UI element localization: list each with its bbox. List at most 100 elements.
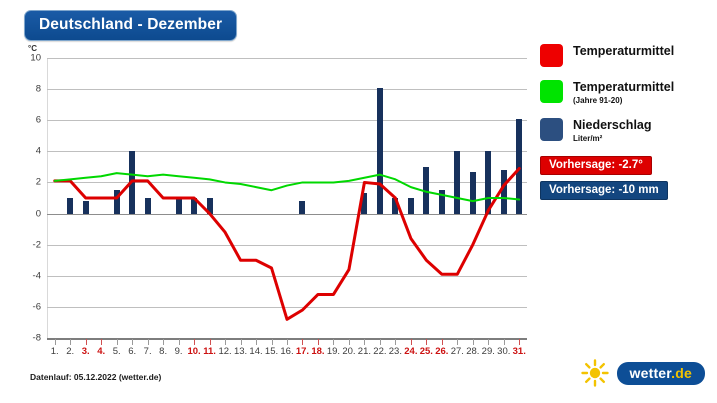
y-axis-tick-label: 8: [35, 83, 41, 95]
wetter-de-logo[interactable]: wetter.de: [580, 358, 705, 388]
x-axis-tick-label: 24.: [404, 346, 418, 357]
x-axis-tick-label: 21.: [357, 346, 372, 357]
x-axis-tick: [333, 339, 334, 345]
x-axis-tick-label: 22.: [373, 346, 387, 357]
precipitation-bar: [407, 198, 414, 214]
x-axis-tick: [179, 339, 180, 345]
gridline: [47, 276, 527, 277]
x-axis-tick-label: 23.: [388, 346, 402, 357]
precipitation-bar: [175, 198, 182, 214]
x-axis-tick: [132, 339, 133, 345]
x-axis-tick-label: 4.: [97, 346, 106, 357]
x-axis-tick: [163, 339, 164, 345]
series-line-current: [53, 166, 521, 321]
x-axis-tick-label: 7.: [143, 346, 152, 357]
x-axis-tick-label: 30.: [497, 346, 511, 357]
y-axis-tick-label: 10: [30, 52, 41, 64]
legend-item-temperaturmittel-climate: Temperaturmittel (Jahre 91-20): [540, 80, 715, 105]
x-axis-tick: [117, 339, 118, 345]
precipitation-bar: [361, 193, 368, 214]
x-axis-tick: [318, 339, 319, 345]
gridline: [47, 120, 527, 121]
precipitation-bar: [144, 198, 151, 214]
x-axis-tick-label: 1.: [50, 346, 59, 357]
x-axis-tick-label: 11.: [203, 346, 216, 357]
x-axis-tick-label: 18.: [311, 346, 325, 357]
blue-square-icon: [540, 117, 563, 141]
x-axis-tick: [148, 339, 149, 345]
x-axis-tick: [86, 339, 87, 345]
x-axis-tick: [442, 339, 443, 345]
gridline: [47, 151, 527, 152]
precipitation-bar: [423, 166, 430, 214]
x-axis-tick-label: 15.: [264, 346, 279, 357]
precipitation-bar: [516, 118, 523, 214]
x-axis-tick: [457, 339, 458, 345]
x-axis-tick-label: 16.: [280, 346, 294, 357]
x-axis-tick-label: 31.: [512, 346, 526, 357]
x-axis-tick-label: 6.: [128, 346, 137, 357]
precipitation-bar: [206, 198, 213, 214]
precipitation-bar: [299, 201, 306, 214]
x-axis-tick-label: 8.: [159, 346, 168, 357]
gridline: [47, 182, 527, 183]
logo-tld: .de: [671, 364, 692, 381]
x-axis-tick-label: 5.: [112, 346, 121, 357]
chart-legend: Temperaturmittel Temperaturmittel (Jahre…: [540, 44, 715, 200]
x-axis-tick-label: 13.: [233, 346, 248, 357]
precipitation-bar: [485, 151, 492, 214]
gridline: [47, 245, 527, 246]
y-axis-tick-label: 2: [35, 176, 41, 188]
y-axis-tick-label: -4: [32, 270, 41, 282]
legend-sublabel: (Jahre 91-20): [573, 95, 623, 105]
y-axis-tick-label: 4: [35, 145, 41, 157]
x-axis-tick: [241, 339, 242, 345]
green-square-icon: [540, 80, 563, 103]
precipitation-bar: [454, 151, 461, 214]
x-axis-tick-label: 17.: [295, 346, 310, 357]
precipitation-bar: [500, 170, 507, 214]
logo-name: wetter: [629, 364, 672, 381]
legend-label: Temperaturmittel: [573, 80, 675, 94]
x-axis-tick: [488, 339, 489, 345]
x-axis-tick: [272, 339, 273, 345]
x-axis-tick: [287, 339, 288, 345]
y-axis-unit-label: °C: [28, 44, 37, 53]
x-axis-tick: [70, 339, 71, 345]
precipitation-bar: [376, 87, 383, 214]
legend-item-temperaturmittel: Temperaturmittel: [540, 44, 715, 67]
data-run-note: Datenlauf: 05.12.2022 (wetter.de): [30, 372, 162, 382]
x-axis-tick-label: 14.: [249, 346, 263, 357]
y-axis-tick-label: -6: [32, 301, 41, 313]
precipitation-bar: [113, 190, 120, 214]
x-axis-tick: [380, 339, 381, 345]
y-axis-tick-label: 6: [35, 114, 41, 126]
y-axis-tick-label: -8: [32, 332, 41, 344]
x-axis-tick-label: 2.: [66, 346, 75, 357]
x-axis-tick: [426, 339, 427, 345]
x-axis-tick: [395, 339, 396, 345]
red-square-icon: [540, 44, 563, 67]
x-axis-tick: [504, 339, 505, 345]
forecast-precipitation-badge: Vorhersage: -10 mm: [540, 180, 668, 200]
x-axis-tick: [101, 339, 102, 345]
x-axis-tick: [225, 339, 226, 345]
x-axis-tick: [256, 339, 257, 345]
x-axis-tick: [411, 339, 412, 345]
precipitation-bar: [67, 198, 74, 214]
x-axis-tick-label: 26.: [435, 346, 449, 357]
legend-item-niederschlag: Niederschlag Liter/m²: [540, 117, 715, 143]
sun-icon: [580, 359, 609, 387]
gridline: [47, 307, 527, 308]
legend-label: Niederschlag: [573, 117, 652, 132]
precipitation-bar: [82, 201, 89, 214]
x-axis-tick-label: 29.: [481, 346, 495, 357]
x-axis-tick-label: 25.: [419, 346, 433, 357]
precipitation-bar: [438, 190, 445, 214]
precipitation-bar: [191, 198, 198, 214]
precipitation-bar: [392, 198, 399, 214]
forecast-temperature-badge: Vorhersage: -2.7°: [540, 155, 652, 175]
x-axis-tick-label: 20.: [342, 346, 356, 357]
series-line-climate: [53, 172, 521, 203]
